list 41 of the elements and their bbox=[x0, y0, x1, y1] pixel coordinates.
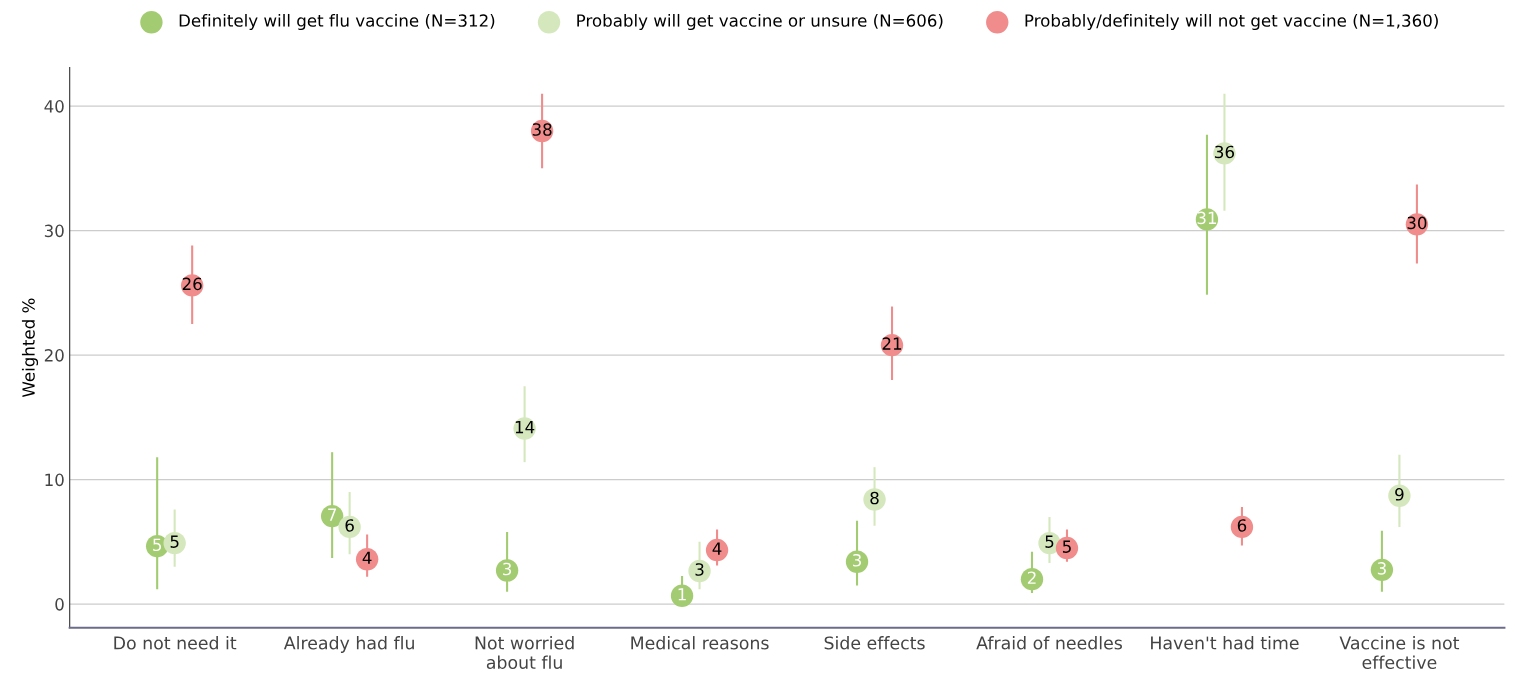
data-label: 3 bbox=[695, 563, 704, 576]
y-tick-label: 10 bbox=[45, 473, 64, 487]
data-label: 5 bbox=[170, 535, 179, 548]
data-label: 4 bbox=[712, 542, 722, 555]
legend-label: Definitely will get flu vaccine (N=312) bbox=[179, 13, 495, 31]
data-label: 3 bbox=[503, 562, 512, 576]
data-label: 5 bbox=[153, 538, 162, 552]
data-label: 5 bbox=[1045, 535, 1054, 548]
y-tick-label: 0 bbox=[55, 598, 64, 611]
data-label: 7 bbox=[328, 508, 337, 521]
x-tick-label: Already had flu bbox=[283, 636, 414, 653]
data-label: 31 bbox=[1197, 211, 1217, 225]
x-tick-label: Haven't had time bbox=[1151, 636, 1299, 650]
data-label: 5 bbox=[1062, 540, 1071, 553]
y-tick-label: 30 bbox=[44, 224, 64, 238]
data-label: 21 bbox=[882, 337, 902, 350]
data-label: 1 bbox=[678, 588, 686, 601]
data-label: 6 bbox=[1237, 519, 1247, 532]
data-label: 6 bbox=[345, 519, 354, 532]
y-axis-title: Weighted % bbox=[21, 298, 39, 398]
x-tick-label: Vaccine is not effective bbox=[1339, 636, 1460, 669]
data-label: 3 bbox=[1377, 562, 1386, 575]
y-tick-label: 40 bbox=[44, 100, 64, 113]
x-tick-label: Not worried about flu bbox=[475, 636, 574, 669]
x-tick-label: Afraid of needles bbox=[976, 636, 1122, 650]
data-label: 4 bbox=[362, 551, 372, 564]
y-tick-label: 20 bbox=[44, 349, 64, 362]
data-label: 36 bbox=[1215, 145, 1235, 159]
data-label: 8 bbox=[870, 491, 879, 505]
x-tick-label: Side effects bbox=[824, 636, 925, 650]
data-label: 3 bbox=[853, 553, 861, 567]
data-label: 26 bbox=[182, 277, 202, 291]
data-label: 14 bbox=[515, 421, 535, 434]
legend-label: Probably will get vaccine or unsure (N=606) bbox=[577, 13, 943, 31]
data-label: 38 bbox=[532, 123, 552, 136]
data-label: 9 bbox=[1395, 488, 1404, 501]
data-label: 30 bbox=[1407, 216, 1427, 230]
x-tick-label: Medical reasons bbox=[631, 636, 769, 650]
x-tick-label: Do not need it bbox=[114, 636, 237, 650]
legend-label: Probably/definitely will not get vaccine (N=1,360) bbox=[1025, 13, 1438, 31]
data-label: 2 bbox=[1027, 571, 1036, 584]
